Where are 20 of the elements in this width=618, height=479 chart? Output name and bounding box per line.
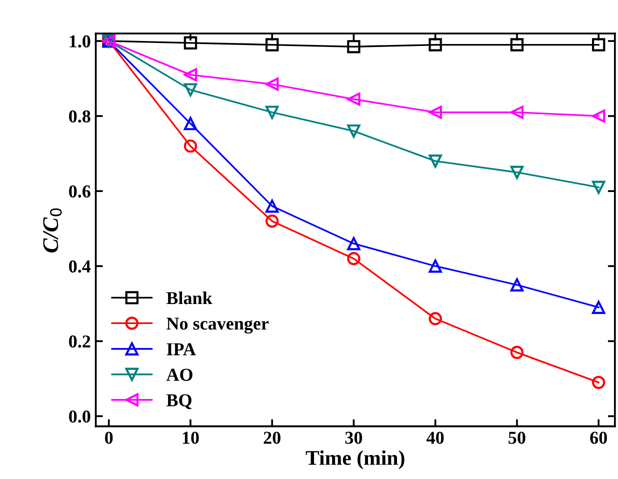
x-tick-label: 30 (345, 432, 362, 444)
legend-label: No scavenger (166, 318, 269, 334)
y-tick-label: 0.2 (69, 335, 90, 348)
y-tick-label: 0.4 (69, 260, 91, 273)
legend-label: BQ (166, 394, 192, 410)
x-tick-label: 10 (182, 432, 199, 444)
y-tick-label: 0.8 (69, 110, 90, 123)
x-tick-label: 50 (508, 432, 526, 444)
x-tick-label: 20 (264, 432, 280, 444)
y-tick-label: 1.0 (70, 35, 90, 48)
legend-label: Blank (166, 291, 212, 304)
x-tick-label: 40 (426, 432, 444, 444)
legend-label: IPA (166, 343, 196, 356)
y-tick-label: 0.0 (69, 410, 90, 423)
x-axis-title: Time (min) (306, 450, 404, 470)
y-tick-label: 0.6 (69, 185, 90, 198)
x-tick-label: 0 (105, 432, 113, 444)
legend-label: AO (166, 368, 192, 381)
y-axis-title: C/C$_{0}$ (43, 208, 62, 252)
x-tick-label: 60 (590, 432, 607, 444)
